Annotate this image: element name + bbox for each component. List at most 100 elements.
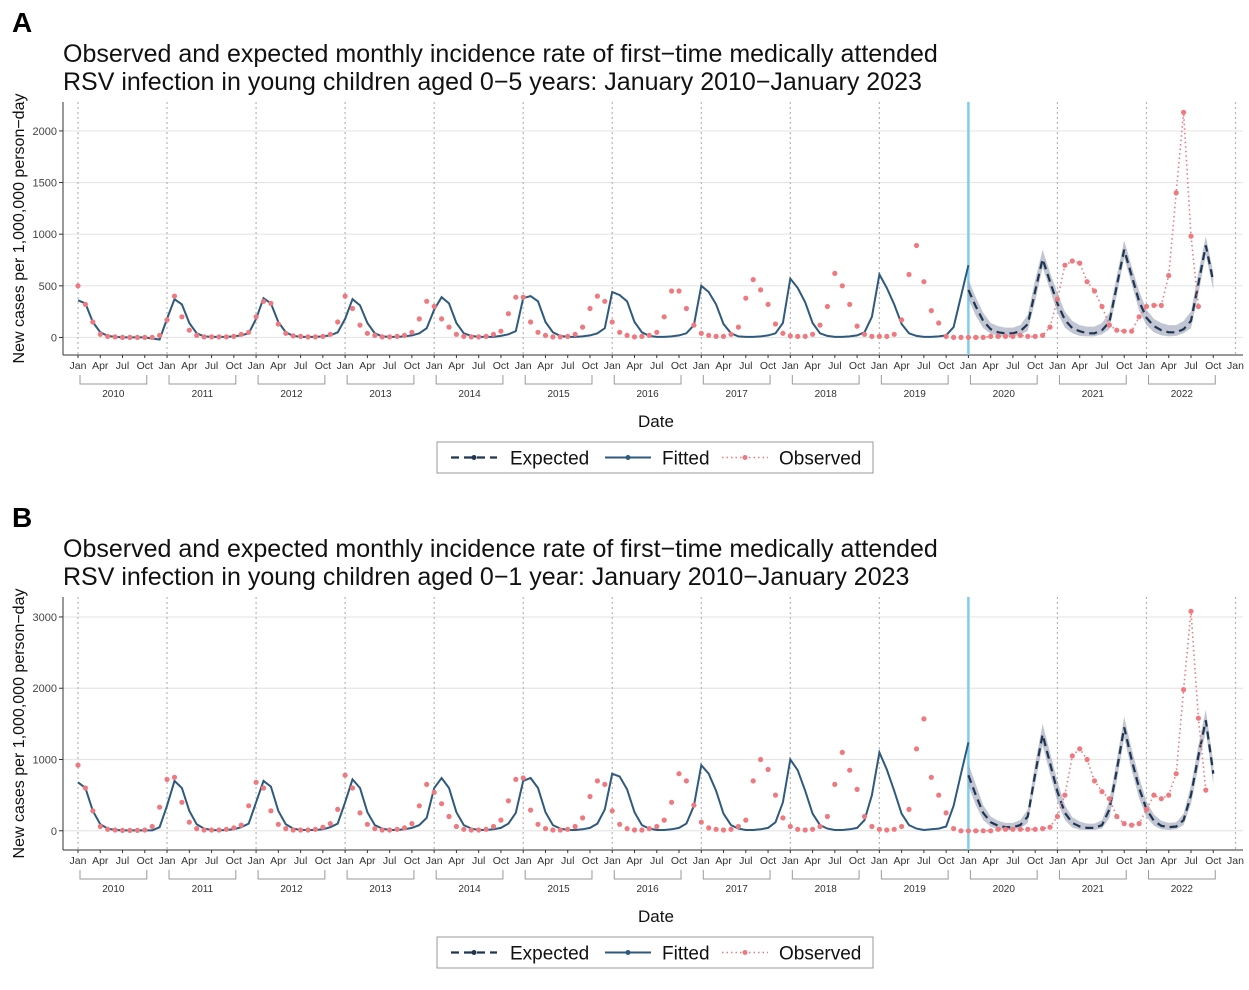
observed-point	[320, 824, 326, 830]
observed-point	[535, 821, 541, 827]
observed-point	[1017, 332, 1023, 338]
observed-point	[847, 301, 853, 307]
x-tick-label: Jul	[917, 855, 930, 867]
observed-point	[1077, 260, 1083, 266]
observed-point	[936, 792, 942, 798]
observed-point	[542, 332, 549, 338]
year-bracket	[1147, 870, 1216, 880]
observed-point	[802, 827, 808, 833]
y-tick-label: 2000	[33, 683, 57, 695]
observed-point	[624, 826, 630, 832]
year-label: 2010	[102, 884, 125, 895]
observed-point	[1091, 288, 1098, 294]
x-tick-label: Oct	[849, 360, 865, 372]
x-tick-label: Oct	[938, 855, 954, 867]
observed-point	[995, 333, 1001, 339]
observed-point	[409, 821, 415, 827]
observed-point	[201, 827, 207, 833]
observed-point	[639, 827, 645, 833]
x-tick-label: Apr	[1072, 855, 1089, 867]
observed-point	[468, 827, 474, 833]
observed-point	[75, 283, 81, 289]
x-tick-label: Jan	[515, 855, 532, 867]
year-label: 2018	[815, 884, 838, 895]
observed-point	[201, 334, 207, 340]
observed-point	[134, 334, 140, 340]
series-expected-line	[967, 245, 1215, 335]
year-label: 2022	[1171, 389, 1194, 400]
observed-point	[654, 823, 660, 830]
x-tick-label: Oct	[671, 360, 687, 372]
observed-point	[97, 823, 103, 830]
x-tick-label: Jul	[1006, 855, 1019, 867]
observed-point	[899, 317, 905, 323]
legend-swatch-fitted-point	[625, 455, 631, 460]
x-tick-label: Jul	[1095, 855, 1108, 867]
observed-point	[676, 288, 682, 294]
x-tick-label: Oct	[849, 855, 865, 867]
observed-point	[720, 333, 727, 339]
x-tick-label: Oct	[671, 855, 687, 867]
observed-point	[958, 828, 964, 834]
observed-point	[943, 810, 949, 816]
observed-point	[854, 323, 860, 329]
observed-point	[824, 303, 831, 310]
x-tick-label: Oct	[404, 360, 420, 372]
series-observed-line	[968, 112, 1200, 339]
observed-point	[186, 327, 192, 333]
observed-point	[142, 827, 148, 833]
observed-point	[550, 334, 556, 340]
year-bracket	[880, 870, 949, 880]
observed-point	[520, 775, 526, 781]
observed-point	[973, 334, 979, 340]
observed-point	[661, 314, 667, 320]
x-tick-label: Oct	[493, 360, 509, 372]
observed-point	[824, 813, 831, 820]
y-tick-label: 500	[39, 281, 57, 293]
x-tick-label: Apr	[715, 855, 732, 867]
year-label: 2019	[904, 389, 927, 400]
observed-point	[179, 314, 185, 320]
observed-point	[787, 333, 793, 339]
observed-point	[624, 332, 630, 338]
year-label: 2012	[280, 884, 303, 895]
observed-point	[810, 331, 816, 337]
x-tick-label: Jul	[383, 360, 396, 372]
observed-point	[223, 334, 229, 340]
observed-point	[951, 826, 957, 832]
observed-point	[290, 333, 296, 339]
observed-point	[698, 330, 704, 336]
x-tick-label: Oct	[1205, 855, 1221, 867]
x-tick-label: Jul	[650, 360, 663, 372]
observed-point	[780, 815, 786, 821]
observed-point	[572, 331, 578, 337]
observed-point	[461, 333, 467, 339]
observed-point	[112, 827, 118, 833]
y-tick-label: 2000	[33, 126, 57, 138]
observed-point	[335, 806, 341, 812]
observed-point	[587, 305, 593, 312]
observed-point	[97, 331, 103, 337]
observed-point	[928, 308, 934, 314]
observed-point	[335, 319, 341, 325]
observed-point	[1173, 190, 1179, 196]
year-label: 2017	[726, 884, 749, 895]
observed-point	[832, 270, 838, 276]
observed-point	[164, 317, 170, 323]
observed-point	[424, 298, 430, 304]
year-label: 2014	[458, 389, 481, 400]
observed-point	[498, 817, 504, 823]
panel-label: B	[12, 502, 32, 533]
year-bracket	[524, 870, 593, 880]
observed-point	[1010, 826, 1016, 832]
observed-point	[90, 319, 96, 325]
observed-point	[691, 322, 697, 328]
x-tick-label: Jan	[693, 360, 710, 372]
series-observed-line	[968, 611, 1207, 832]
observed-point	[1188, 608, 1194, 614]
observed-point	[416, 803, 422, 809]
observed-point	[1136, 821, 1142, 827]
observed-point	[1158, 796, 1164, 802]
observed-point	[676, 771, 682, 777]
observed-point	[246, 803, 252, 809]
